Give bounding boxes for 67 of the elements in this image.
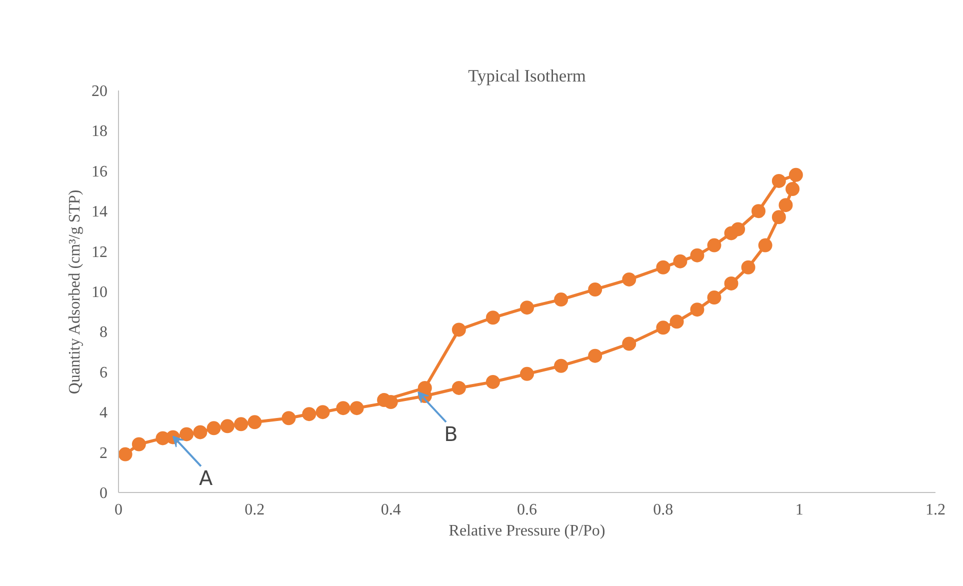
point bbox=[316, 405, 330, 420]
point bbox=[486, 310, 500, 325]
point bbox=[350, 401, 364, 416]
point bbox=[452, 322, 466, 337]
y-axis-title: Quantity Adsorbed (cm³/g STP) bbox=[66, 190, 84, 394]
chart-title: Typical Isotherm bbox=[468, 66, 586, 86]
point bbox=[336, 401, 350, 416]
point bbox=[588, 348, 602, 363]
point bbox=[206, 421, 221, 436]
x-tick-label: 0.4 bbox=[380, 502, 401, 518]
point bbox=[751, 204, 766, 218]
point bbox=[554, 358, 568, 373]
x-tick-label: 0.2 bbox=[244, 502, 265, 518]
point bbox=[690, 248, 704, 262]
point bbox=[707, 290, 722, 305]
point bbox=[377, 393, 392, 408]
y-tick-label: 14 bbox=[92, 204, 108, 221]
y-tick-label: 10 bbox=[92, 284, 108, 301]
point bbox=[520, 300, 534, 315]
point bbox=[707, 238, 722, 252]
point bbox=[486, 374, 500, 389]
point bbox=[670, 314, 684, 329]
point bbox=[180, 427, 194, 442]
point bbox=[656, 260, 670, 274]
y-tick-label: 4 bbox=[100, 404, 108, 422]
annotation: B bbox=[444, 422, 458, 446]
y-tick-label: 20 bbox=[92, 83, 108, 100]
point bbox=[778, 198, 793, 212]
point bbox=[452, 380, 466, 395]
point bbox=[234, 417, 248, 432]
y-tick-label: 8 bbox=[100, 324, 108, 342]
point bbox=[724, 226, 738, 240]
point bbox=[772, 210, 786, 224]
point bbox=[758, 238, 772, 252]
point bbox=[220, 419, 234, 434]
point bbox=[520, 366, 534, 381]
annotation: A bbox=[198, 466, 213, 490]
y-tick-label: 12 bbox=[92, 244, 108, 261]
point bbox=[302, 407, 316, 422]
x-axis-title: Relative Pressure (P/Po) bbox=[448, 522, 606, 540]
y-tick-label: 16 bbox=[92, 163, 108, 180]
y-tick-label: 0 bbox=[100, 485, 108, 502]
point bbox=[724, 276, 738, 290]
point bbox=[673, 254, 688, 268]
point bbox=[554, 292, 568, 307]
y-tick-label: 2 bbox=[100, 444, 108, 462]
point bbox=[656, 320, 670, 335]
x-tick-label: 0.8 bbox=[653, 502, 674, 518]
y-tick-label: 18 bbox=[92, 123, 108, 140]
point bbox=[118, 447, 132, 462]
point bbox=[588, 282, 602, 296]
x-tick-label: 0 bbox=[114, 502, 122, 518]
x-tick-label: 1 bbox=[795, 502, 804, 518]
point bbox=[622, 336, 636, 351]
point bbox=[690, 302, 704, 317]
y-tick-label: 6 bbox=[100, 364, 108, 382]
point bbox=[786, 182, 800, 196]
point bbox=[132, 437, 146, 452]
point bbox=[193, 425, 208, 440]
point bbox=[248, 415, 262, 430]
point bbox=[622, 272, 636, 286]
x-tick-label: 1.2 bbox=[926, 502, 946, 518]
point bbox=[282, 411, 296, 426]
point bbox=[772, 174, 786, 188]
x-tick-label: 0.6 bbox=[517, 502, 537, 518]
point bbox=[788, 168, 803, 182]
point bbox=[741, 260, 756, 274]
